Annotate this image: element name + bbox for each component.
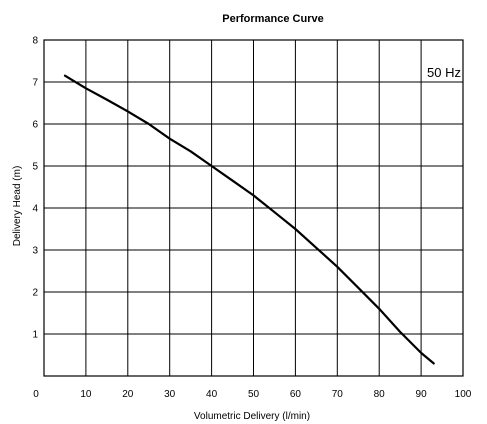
y-tick-label: 5 bbox=[32, 162, 38, 173]
x-axis-ticks: 0 10 20 30 40 50 60 70 80 90 100 bbox=[33, 389, 472, 400]
frequency-annotation: 50 Hz bbox=[427, 65, 461, 80]
x-axis-label: Volumetric Delivery (l/min) bbox=[194, 411, 310, 422]
y-tick-label: 8 bbox=[32, 36, 38, 47]
x-tick-label: 100 bbox=[455, 389, 472, 400]
x-tick-label: 70 bbox=[332, 389, 344, 400]
y-tick-label: 6 bbox=[32, 120, 38, 131]
x-tick-label: 0 bbox=[33, 389, 39, 400]
x-tick-label: 40 bbox=[206, 389, 218, 400]
x-tick-label: 20 bbox=[122, 389, 134, 400]
y-tick-label: 2 bbox=[32, 288, 38, 299]
x-tick-label: 10 bbox=[80, 389, 92, 400]
y-axis-ticks: 1 2 3 4 5 6 7 8 bbox=[32, 36, 38, 341]
y-tick-label: 1 bbox=[32, 330, 38, 341]
x-tick-label: 80 bbox=[374, 389, 386, 400]
x-tick-label: 60 bbox=[290, 389, 302, 400]
series-layer bbox=[63, 74, 435, 365]
y-tick-label: 3 bbox=[32, 246, 38, 257]
plot-frame bbox=[43, 39, 464, 377]
x-tick-label: 90 bbox=[416, 389, 428, 400]
y-axis-label: Delivery Head (m) bbox=[12, 166, 23, 247]
series-line bbox=[63, 74, 435, 365]
x-tick-label: 30 bbox=[164, 389, 176, 400]
x-tick-label: 50 bbox=[248, 389, 260, 400]
grid bbox=[44, 40, 463, 376]
y-tick-label: 4 bbox=[32, 204, 38, 215]
chart-title: Performance Curve bbox=[222, 13, 324, 25]
y-tick-label: 7 bbox=[32, 78, 38, 89]
